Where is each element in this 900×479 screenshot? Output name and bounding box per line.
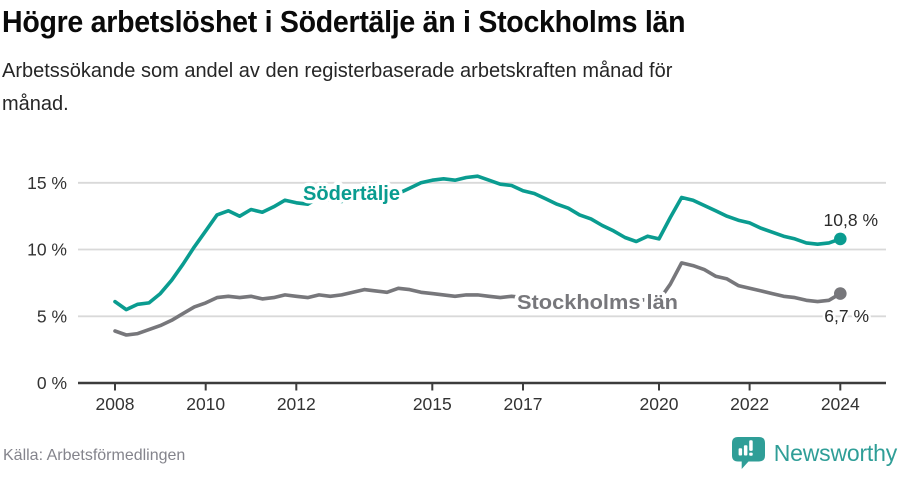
- chart-title: Högre arbetslöshet i Södertälje än i Sto…: [2, 4, 686, 39]
- source-note: Källa: Arbetsförmedlingen: [3, 447, 186, 464]
- x-tick-label: 2024: [821, 394, 860, 414]
- chart-subtitle: Arbetssökande som andel av den registerb…: [2, 55, 672, 121]
- chart-subtitle-line2: månad.: [2, 93, 69, 115]
- series-line-0: [113, 174, 843, 312]
- series-label-0: Södertälje: [303, 182, 400, 205]
- newsworthy-brand: Newsworthy: [731, 436, 897, 470]
- series-endpoint-dot-1: [834, 287, 847, 300]
- x-tick-label: 2012: [277, 394, 316, 414]
- series-label-1: Stockholms län: [517, 291, 678, 314]
- newsworthy-logo-icon: [731, 437, 765, 469]
- series-line-1: [113, 261, 843, 337]
- x-tick-label: 2010: [186, 394, 225, 414]
- series-end-value-0: 10,8 %: [824, 210, 878, 230]
- y-tick-label: 15 %: [27, 173, 67, 193]
- x-tick-label: 2017: [504, 394, 543, 414]
- series-endpoint-dot-0: [834, 232, 847, 246]
- x-tick-label: 2022: [730, 394, 769, 414]
- x-tick-label: 2008: [96, 394, 135, 414]
- series-end-value-1: 6,7 %: [824, 306, 869, 326]
- chart-subtitle-line1: Arbetssökande som andel av den registerb…: [2, 60, 673, 82]
- y-tick-label: 10 %: [27, 240, 67, 260]
- x-tick-label: 2020: [640, 394, 679, 414]
- y-tick-label: 5 %: [37, 306, 67, 326]
- x-tick-label: 2015: [413, 394, 452, 414]
- newsworthy-brand-name: Newsworthy: [773, 439, 897, 466]
- y-tick-label: 0 %: [37, 373, 67, 393]
